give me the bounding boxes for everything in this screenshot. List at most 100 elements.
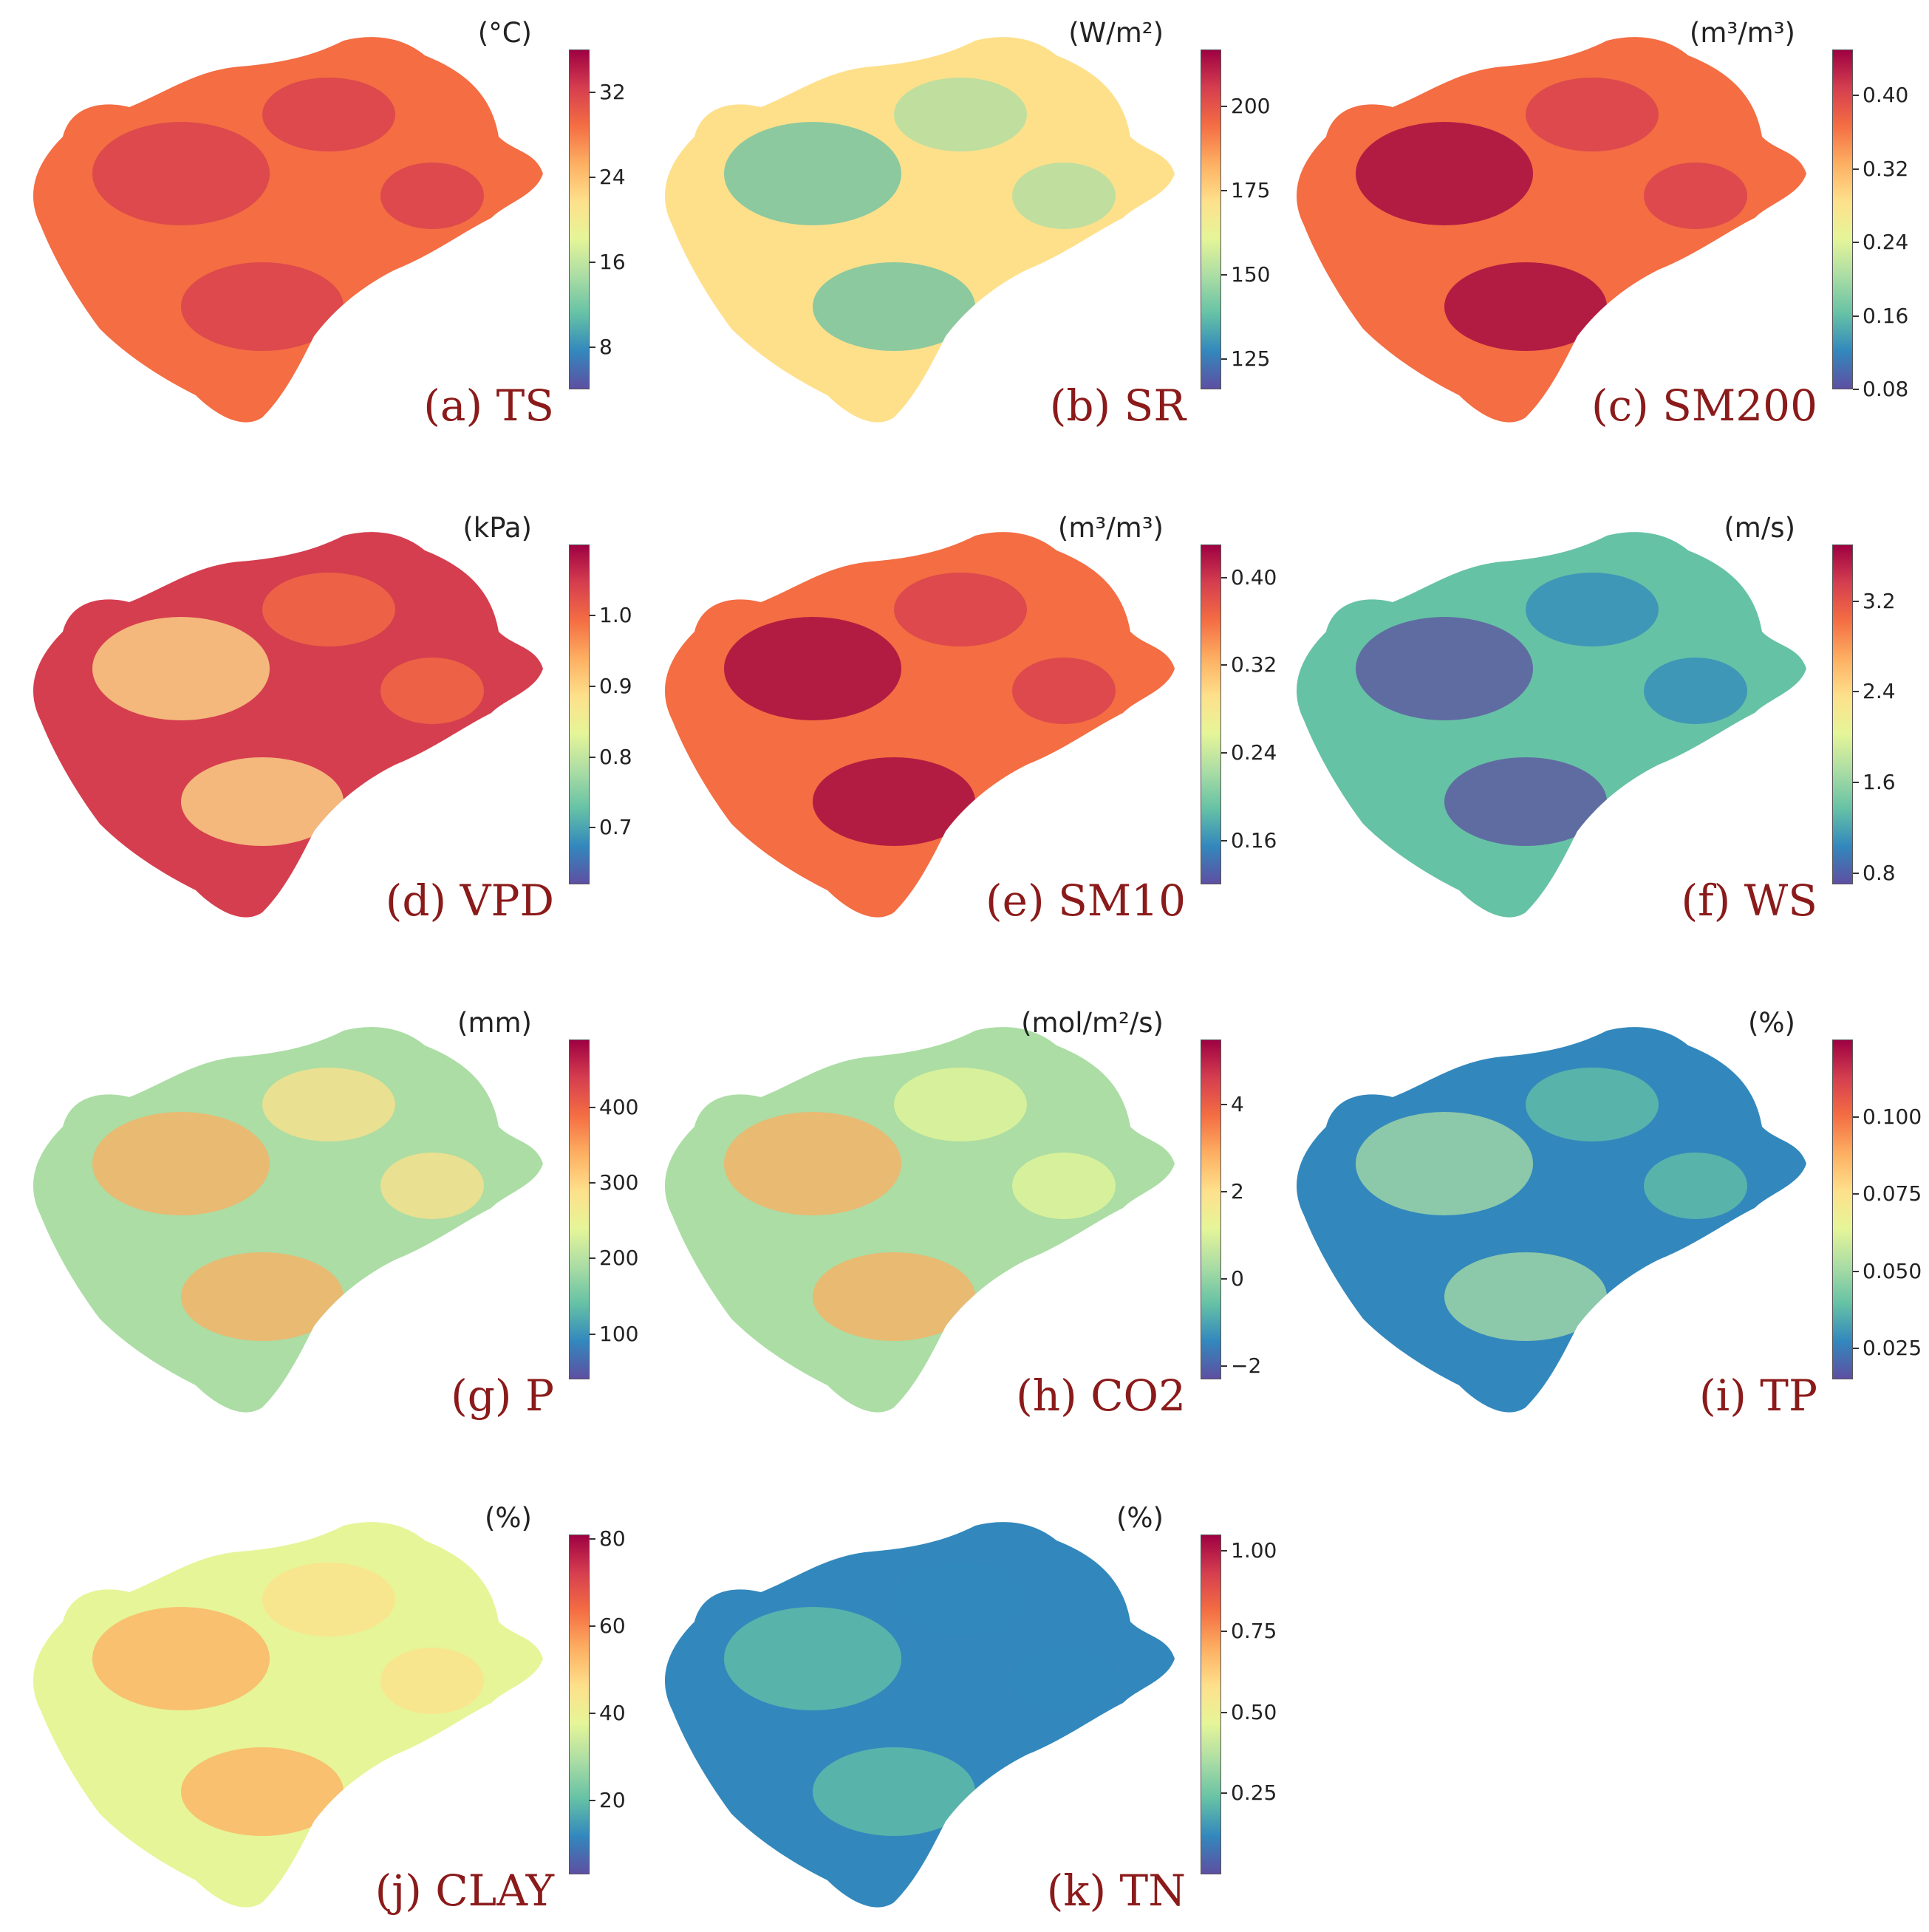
map-p — [33, 1027, 543, 1413]
colorbar-tick-label: 300 — [599, 1170, 639, 1195]
unit-label: (°C) — [477, 17, 532, 49]
unit-label: (W/m²) — [1068, 17, 1164, 49]
map-accent-region — [262, 573, 395, 646]
unit-label: (%) — [1116, 1502, 1164, 1534]
colorbar-tick-label: 0.100 — [1863, 1104, 1922, 1129]
map-accent-region — [1644, 163, 1747, 229]
map-accent-region — [1444, 262, 1607, 351]
colorbar — [1832, 545, 1853, 884]
map-accent-region — [1644, 658, 1747, 724]
map-accent-region — [380, 1648, 484, 1714]
map-accent-region — [1012, 658, 1116, 724]
colorbar-tick-label: 0.025 — [1863, 1336, 1922, 1361]
colorbar-tick-label: 0.25 — [1231, 1781, 1277, 1806]
map-accents — [1356, 78, 1747, 351]
map-accent-region — [181, 1252, 344, 1341]
map-accents — [1356, 573, 1747, 846]
map-sm200 — [1297, 37, 1806, 423]
colorbar-tick-label: 4 — [1231, 1092, 1244, 1117]
map-accents — [1356, 1068, 1747, 1341]
panel-p: (mm) (g) P 100 200 300 400 — [11, 1001, 646, 1474]
colorbar-tick-label: 3.2 — [1863, 588, 1896, 613]
unit-label: (m³/m³) — [1057, 512, 1164, 544]
map-accent-region — [380, 163, 484, 229]
map-accent-region — [1356, 122, 1533, 225]
map-accents — [92, 1068, 484, 1341]
colorbar-tick-label: 2 — [1231, 1179, 1244, 1204]
colorbar-tick-label: 0.8 — [1863, 860, 1896, 885]
panel-co2: (mol/m²/s) (h) CO2 −2 0 2 4 — [643, 1001, 1278, 1474]
map-vpd — [33, 532, 543, 918]
colorbar-tick-label: 200 — [599, 1246, 639, 1271]
map-accent-region — [181, 757, 344, 846]
unit-label: (mol/m²/s) — [1021, 1007, 1164, 1039]
colorbar-tick-label: 0.16 — [1863, 303, 1909, 328]
colorbar-tick-label: 0.32 — [1231, 652, 1277, 677]
colorbar-tick-label: 0.24 — [1863, 230, 1909, 255]
map-accent-region — [813, 262, 975, 351]
map-accents — [724, 573, 1116, 846]
map-sr — [665, 37, 1175, 423]
colorbar — [1201, 545, 1221, 884]
colorbar-tick-label: 40 — [599, 1700, 626, 1725]
unit-label: (mm) — [457, 1007, 532, 1039]
panel-vpd: (kPa) (d) VPD 0.7 0.8 0.9 1.0 — [11, 506, 646, 979]
map-accent-region — [380, 1153, 484, 1219]
map-tp — [1297, 1027, 1806, 1413]
panel-clay: (%) (j) CLAY 20 40 60 80 — [11, 1496, 646, 1932]
colorbar — [1201, 1535, 1221, 1874]
panel-sm10: (m³/m³) (e) SM10 0.16 0.24 0.32 0.40 — [643, 506, 1278, 979]
map-accent-region — [92, 122, 270, 225]
map-accent-region — [262, 78, 395, 151]
panel-ws: (m/s) (f) WS 0.8 1.6 2.4 3.2 — [1274, 506, 1910, 979]
colorbar-tick-label: 0.32 — [1863, 156, 1909, 181]
colorbar — [1832, 50, 1853, 389]
colorbar-tick-label: 0.16 — [1231, 827, 1277, 853]
panel-label: (k) TN — [1046, 1866, 1186, 1916]
colorbar — [1832, 1040, 1853, 1379]
map-clay — [33, 1522, 543, 1908]
map-accents — [92, 78, 484, 351]
map-accent-region — [181, 1747, 344, 1836]
colorbar-tick-label: 0.08 — [1863, 377, 1909, 401]
colorbar-tick-label: 125 — [1231, 347, 1271, 371]
panel-tn: (%) (k) TN 0.25 0.50 0.75 1.00 — [643, 1496, 1278, 1932]
panel-label: (f) WS — [1681, 875, 1817, 926]
map-accent-region — [1444, 1252, 1607, 1341]
panel-label: (i) TP — [1699, 1371, 1817, 1421]
colorbar-tick-label: 0.40 — [1863, 83, 1909, 108]
map-accent-region — [813, 1252, 975, 1341]
map-accents — [92, 573, 484, 846]
map-accent-region — [894, 1563, 1027, 1636]
colorbar-tick-label: 0.050 — [1863, 1258, 1922, 1283]
map-accent-region — [813, 1747, 975, 1836]
colorbar-tick-label: 150 — [1231, 262, 1271, 287]
map-accent-region — [92, 1607, 270, 1710]
colorbar — [569, 1040, 590, 1379]
map-accent-region — [813, 757, 975, 846]
map-accent-region — [1356, 1112, 1533, 1215]
panel-label: (e) SM10 — [986, 875, 1186, 926]
map-accent-region — [1012, 1648, 1116, 1714]
panel-label: (d) VPD — [385, 875, 554, 926]
colorbar-tick-label: 0.50 — [1231, 1699, 1277, 1724]
colorbar-tick-label: 1.6 — [1863, 770, 1896, 794]
map-accent-region — [92, 1112, 270, 1215]
map-accent-region — [181, 262, 344, 351]
panel-label: (a) TS — [423, 380, 554, 431]
map-accents — [724, 1068, 1116, 1341]
map-sm10 — [665, 532, 1175, 918]
unit-label: (kPa) — [462, 512, 532, 544]
map-accents — [92, 1563, 484, 1836]
colorbar — [1201, 50, 1221, 389]
panel-label: (c) SM200 — [1591, 380, 1817, 431]
colorbar — [569, 1535, 590, 1874]
colorbar-tick-label: 0.24 — [1231, 740, 1277, 765]
map-accent-region — [724, 122, 901, 225]
map-accent-region — [1444, 757, 1607, 846]
map-accent-region — [1526, 78, 1659, 151]
panel-label: (j) CLAY — [375, 1866, 554, 1916]
map-co2 — [665, 1027, 1175, 1413]
map-ws — [1297, 532, 1806, 918]
map-accent-region — [894, 1068, 1027, 1141]
